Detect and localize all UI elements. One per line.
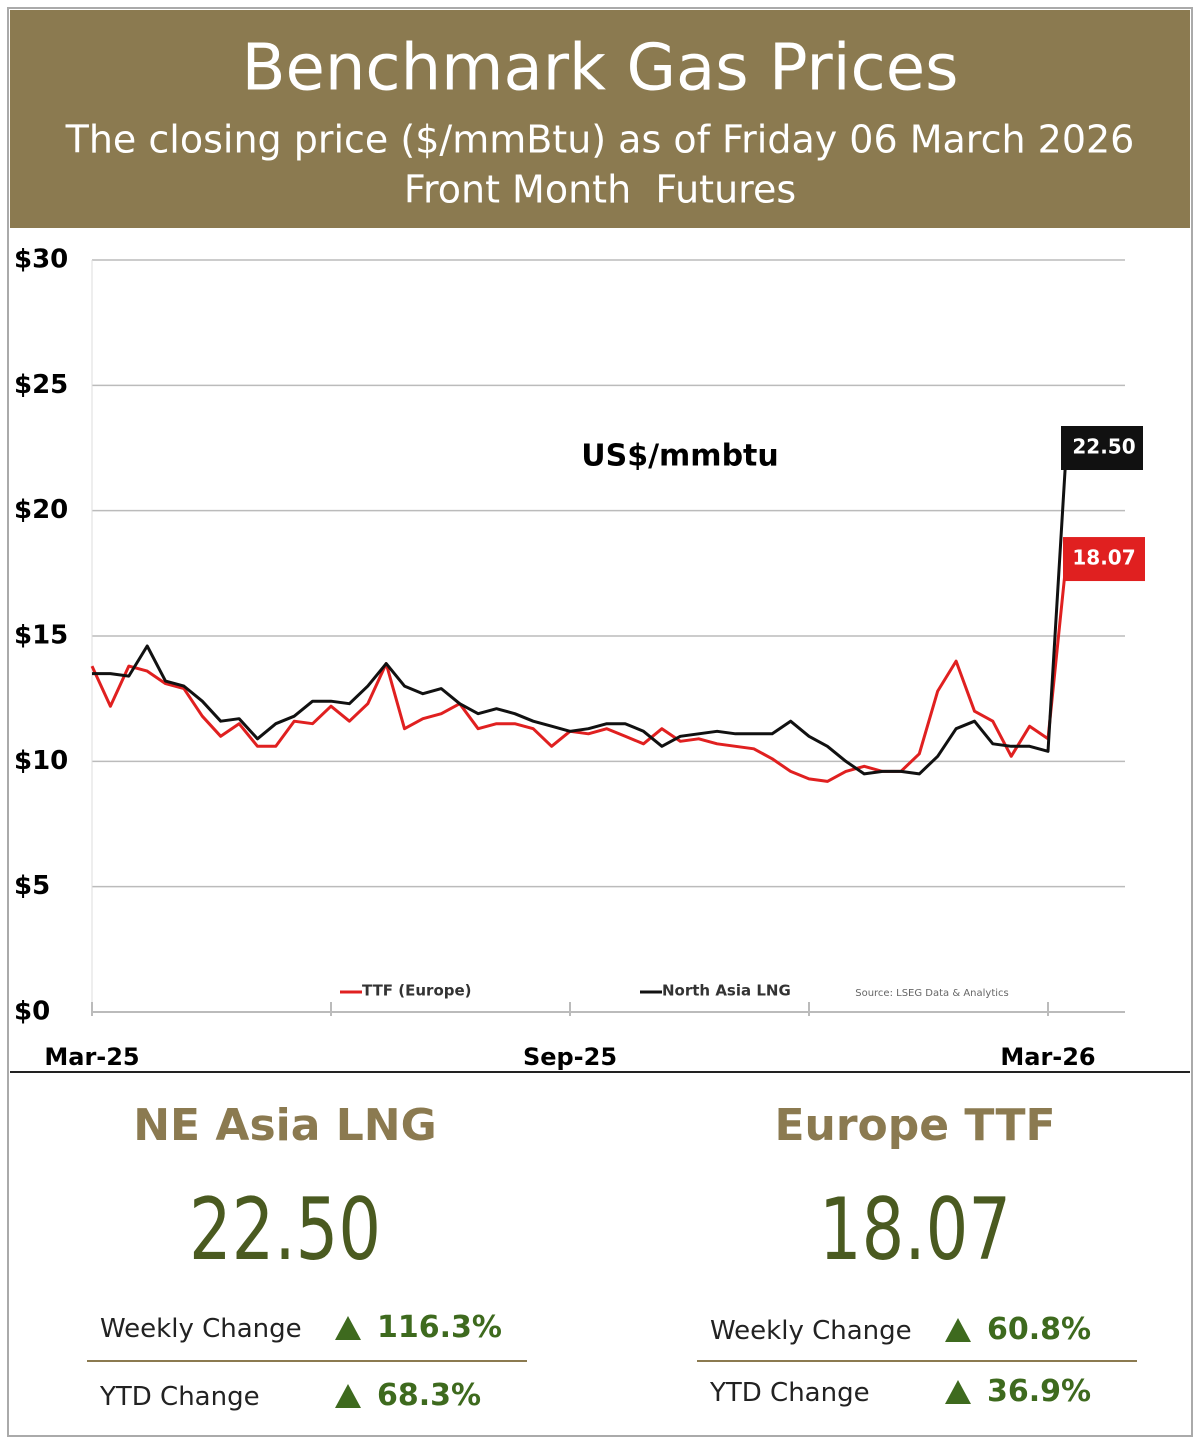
change-row: YTD Change 36.9% (695, 1364, 1135, 1424)
row-label: YTD Change (710, 1378, 870, 1408)
frame (7, 7, 1193, 1437)
end-label-box (1063, 537, 1145, 582)
header-band (10, 10, 1190, 228)
y-tick-label: $20 (14, 495, 68, 525)
summary-card: NE Asia LNG 22.50 Weekly Change 116.3% YT… (5, 1080, 565, 1430)
row-separator (697, 1360, 1137, 1362)
legend-label: North Asia LNG (662, 982, 791, 1000)
up-arrow (945, 1380, 971, 1404)
up-arrow (945, 1318, 971, 1342)
subtitle: The closing price ($/mmBtu) as of Friday… (65, 118, 1135, 162)
change-row: Weekly Change 116.3% (85, 1300, 525, 1360)
summary-card: Europe TTF 18.07 Weekly Change 60.8% YTD … (635, 1080, 1195, 1430)
subtitle: Front Month Futures (404, 168, 796, 212)
end-label: 18.07 (1072, 546, 1135, 570)
end-label-box (1061, 426, 1143, 470)
y-tick-label: $30 (14, 245, 68, 275)
card-price: 18.07 (818, 1180, 1012, 1280)
row-label: Weekly Change (100, 1314, 302, 1344)
card-title: NE Asia LNG (133, 1100, 437, 1151)
y-tick-label: $10 (14, 746, 68, 776)
card-price: 22.50 (188, 1180, 382, 1280)
y-tick-label: $5 (14, 871, 50, 901)
annotation: US$/mmbtu (581, 439, 779, 474)
row-label: YTD Change (100, 1382, 260, 1412)
y-tick-label: $25 (14, 370, 68, 400)
row-label: Weekly Change (710, 1316, 912, 1346)
row-value: 60.8% (987, 1312, 1092, 1347)
end-label: 22.50 (1072, 435, 1135, 459)
row-separator (87, 1360, 527, 1362)
row-value: 68.3% (377, 1378, 482, 1413)
x-tick-label: Sep-25 (523, 1043, 617, 1071)
legend-label: TTF (Europe) (362, 982, 472, 1000)
y-tick-label: $15 (14, 621, 68, 651)
row-value: 116.3% (377, 1310, 502, 1345)
change-row: Weekly Change 60.8% (695, 1302, 1135, 1362)
y-tick-label: $0 (14, 997, 50, 1027)
up-arrow (335, 1384, 361, 1408)
card-title: Europe TTF (774, 1100, 1056, 1151)
row-value: 36.9% (987, 1374, 1092, 1409)
source: Source: LSEG Data & Analytics (855, 988, 1009, 999)
series-line (90, 558, 1068, 783)
change-row: YTD Change 68.3% (85, 1368, 525, 1428)
title: Benchmark Gas Prices (242, 32, 959, 106)
x-tick-label: Mar-26 (1000, 1043, 1095, 1071)
series-line (92, 447, 1068, 776)
up-arrow (335, 1316, 361, 1340)
x-tick-label: Mar-25 (44, 1043, 139, 1071)
